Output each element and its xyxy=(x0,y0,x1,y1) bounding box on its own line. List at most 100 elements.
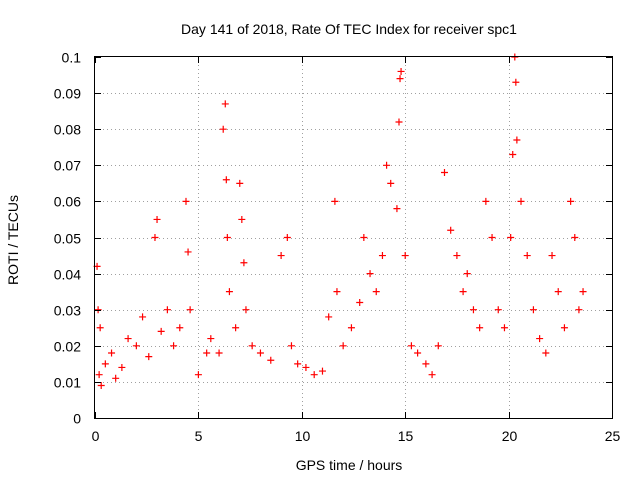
data-point xyxy=(112,374,120,382)
data-point xyxy=(494,306,502,314)
data-point xyxy=(396,75,404,83)
data-point xyxy=(469,306,477,314)
data-point xyxy=(302,363,310,371)
data-point xyxy=(236,179,244,187)
data-point xyxy=(383,161,391,169)
data-point xyxy=(207,335,215,343)
data-point xyxy=(101,360,109,368)
data-point xyxy=(434,342,442,350)
x-tick-label: 15 xyxy=(398,428,414,444)
data-point xyxy=(554,288,562,296)
data-point xyxy=(459,288,467,296)
data-point xyxy=(139,313,147,321)
data-point xyxy=(517,197,525,205)
data-point xyxy=(453,252,461,260)
data-point xyxy=(378,252,386,260)
data-point xyxy=(482,197,490,205)
data-point xyxy=(387,179,395,187)
x-tick-label: 10 xyxy=(295,428,311,444)
data-point xyxy=(219,125,227,133)
data-point xyxy=(333,288,341,296)
data-point xyxy=(157,327,165,335)
data-point xyxy=(97,382,105,390)
data-point xyxy=(223,234,231,241)
y-tick-label: 0.07 xyxy=(54,158,81,174)
data-point xyxy=(513,136,521,144)
y-tick-label: 0.04 xyxy=(54,267,81,283)
data-point xyxy=(176,324,184,332)
data-point xyxy=(287,342,295,350)
data-point xyxy=(393,205,401,213)
data-point xyxy=(225,288,233,296)
data-point xyxy=(95,371,103,379)
data-point xyxy=(523,252,531,260)
data-point xyxy=(242,306,250,314)
chart-title: Day 141 of 2018, Rate Of TEC Index for r… xyxy=(181,21,517,37)
data-point xyxy=(145,353,153,361)
data-point xyxy=(560,324,568,332)
data-point xyxy=(509,150,517,158)
data-point xyxy=(294,360,302,368)
x-tick-label: 20 xyxy=(502,428,518,444)
y-tick-label: 0.09 xyxy=(54,86,81,102)
data-point xyxy=(331,197,339,205)
data-point xyxy=(310,371,318,379)
y-axis-label: ROTI / TECUs xyxy=(5,195,21,285)
data-point xyxy=(248,342,256,350)
data-point xyxy=(476,324,484,332)
data-point xyxy=(529,306,537,314)
data-point xyxy=(397,67,405,75)
data-point xyxy=(542,349,550,357)
data-point xyxy=(372,288,380,296)
plot-frame xyxy=(94,56,613,419)
y-tick-label: 0 xyxy=(73,411,81,427)
data-point xyxy=(267,356,275,364)
data-point xyxy=(222,176,230,184)
y-tick-label: 0.02 xyxy=(54,339,81,355)
data-point xyxy=(325,313,333,321)
y-tick-label: 0.01 xyxy=(54,375,81,391)
data-point xyxy=(463,270,471,278)
data-point xyxy=(240,259,248,267)
y-tick-label: 0.08 xyxy=(54,122,81,138)
y-tick-label: 0.1 xyxy=(62,50,82,66)
data-point xyxy=(500,324,508,332)
data-point xyxy=(366,270,374,278)
data-point xyxy=(153,215,161,223)
data-point xyxy=(283,234,291,241)
data-point xyxy=(94,306,102,314)
data-point xyxy=(108,349,116,357)
data-point xyxy=(170,342,178,350)
data-point xyxy=(339,342,347,350)
data-point xyxy=(407,342,415,350)
data-point xyxy=(215,349,223,357)
data-point xyxy=(163,306,171,314)
data-point xyxy=(575,306,583,314)
data-point xyxy=(118,363,126,371)
data-point xyxy=(347,324,355,332)
data-point xyxy=(548,252,556,260)
data-point xyxy=(318,367,326,375)
data-point xyxy=(360,234,368,241)
data-point xyxy=(512,78,520,86)
data-point xyxy=(96,324,104,332)
data-point xyxy=(579,288,587,296)
data-point xyxy=(567,197,575,205)
data-point xyxy=(124,335,132,343)
data-point xyxy=(232,324,240,332)
axis-ticks xyxy=(95,57,613,419)
tick-labels: 0 5 10 15 20 25 0 0.01 0.02 0.03 0.04 0.05 0.06 0.07 0… xyxy=(54,50,621,445)
data-point xyxy=(488,234,496,241)
data-point xyxy=(536,335,544,343)
data-point xyxy=(194,371,202,379)
data-point xyxy=(428,371,436,379)
data-point xyxy=(395,118,403,126)
data-point xyxy=(356,298,364,306)
data-point xyxy=(221,100,229,108)
data-point xyxy=(414,349,422,357)
x-axis-label: GPS time / hours xyxy=(296,457,403,473)
x-tick-label: 0 xyxy=(92,428,100,444)
data-point xyxy=(440,169,448,177)
